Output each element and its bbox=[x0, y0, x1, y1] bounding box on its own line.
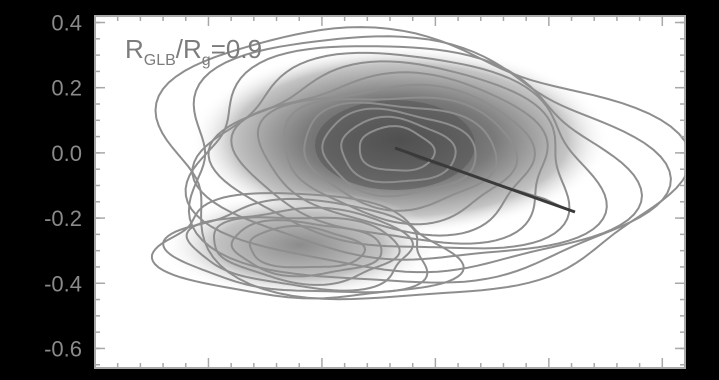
y-tick-label: -0.6 bbox=[44, 336, 82, 361]
y-tick-label: -0.4 bbox=[44, 271, 82, 296]
contour-upper bbox=[191, 51, 608, 261]
annotation-sub-g: g bbox=[202, 52, 211, 69]
annotation-prefix: R bbox=[125, 34, 144, 64]
y-tick-label: 0.2 bbox=[51, 76, 82, 101]
y-tick-label: -0.2 bbox=[44, 206, 82, 231]
contour-lines bbox=[150, 26, 685, 301]
contour-lower bbox=[248, 224, 367, 269]
contour-lower bbox=[212, 216, 401, 286]
ratio-annotation: RGLB/Rg=0.9 bbox=[125, 34, 262, 69]
y-tick-label: 0.0 bbox=[51, 141, 82, 166]
contour-lower bbox=[185, 206, 414, 292]
contour-upper bbox=[207, 60, 571, 250]
ridge-line bbox=[394, 146, 576, 214]
y-tick-label: 0.4 bbox=[51, 11, 82, 36]
contour-upper bbox=[303, 101, 498, 212]
contour-lower bbox=[162, 197, 429, 294]
annotation-suffix: =0.9 bbox=[211, 34, 262, 64]
contour-upper bbox=[321, 107, 477, 198]
contour-upper bbox=[187, 35, 672, 284]
contour-lower bbox=[230, 219, 383, 278]
contour-upper bbox=[256, 83, 536, 237]
y-tick-labels: 0.4 0.2 0.0 -0.2 -0.4 -0.6 bbox=[44, 11, 82, 362]
annotation-sub-glb: GLB bbox=[144, 52, 176, 69]
contour-upper bbox=[340, 115, 457, 184]
contour-lower bbox=[150, 192, 465, 300]
contour-upper bbox=[283, 96, 519, 226]
annotation-mid: /R bbox=[176, 34, 202, 64]
contour-upper bbox=[154, 26, 685, 301]
contour-upper bbox=[358, 125, 436, 172]
axis-ticks bbox=[94, 16, 686, 368]
contour-upper bbox=[230, 71, 549, 245]
